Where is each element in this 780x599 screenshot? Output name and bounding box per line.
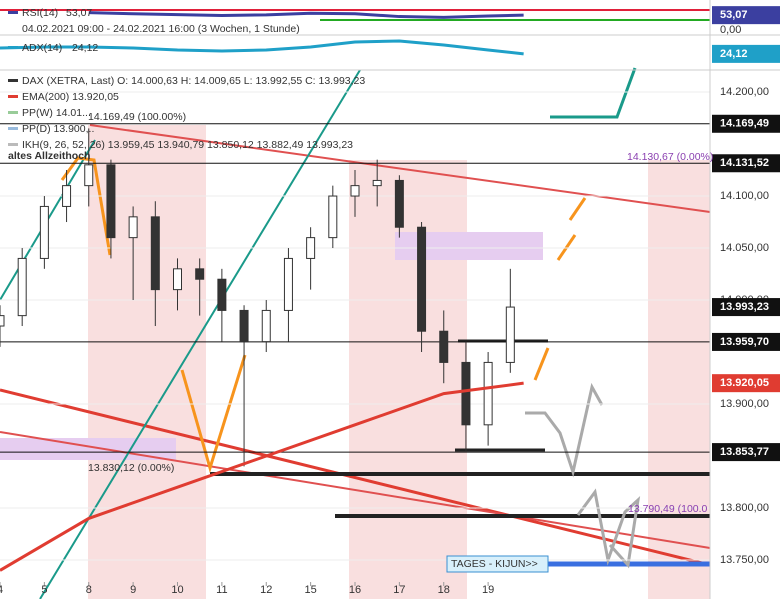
price-tag: [712, 374, 780, 393]
adx-line: [0, 39, 524, 56]
legend-text: ADX(14): [22, 42, 62, 54]
legend-swatch: [8, 79, 18, 82]
price-tag: [712, 114, 780, 133]
candle-body: [350, 185, 360, 197]
x-tick-label: 12: [260, 584, 272, 596]
candle-body: [150, 216, 160, 291]
kijun-box: [446, 555, 549, 573]
annotation: 13.830,12 (0.00%): [88, 462, 174, 474]
price-tag: [712, 6, 780, 25]
candle-body: [283, 257, 293, 311]
legend-text: DAX (XETRA, Last) O: 14.000,63 H: 14.009…: [22, 75, 365, 87]
y-tick-label: 13.900,00: [720, 398, 769, 410]
adx-drawing: [550, 67, 637, 119]
x-tick-label: 11: [216, 584, 227, 596]
legend-swatch: [8, 11, 18, 14]
price-tag-label: 14.131,52: [720, 157, 769, 169]
candle-body: [17, 257, 27, 317]
x-tick-label: 10: [171, 584, 183, 596]
candle-body: [173, 268, 182, 291]
candle-body: [439, 330, 449, 363]
candle-body: [195, 268, 205, 280]
labels: 13.750,0013.800,0013.900,0014.000,0014.0…: [0, 6, 780, 596]
legend-swatch: [8, 127, 18, 130]
plot: [0, 9, 780, 586]
ema-line: [0, 381, 524, 572]
price-tag-label: 53,07: [720, 9, 748, 21]
candle-body: [306, 237, 316, 259]
candle-body: [106, 164, 116, 239]
legend-swatch: [8, 111, 18, 114]
price-tag-label: 24,12: [720, 48, 748, 60]
price-tag-label: 13.853,77: [720, 446, 769, 458]
legend-text: IKH(9, 26, 52, 26) 13.959,45 13.940,79 1…: [22, 139, 353, 151]
y-tick-label: 13.800,00: [720, 502, 769, 514]
drawings: [0, 67, 711, 599]
candle-body: [394, 179, 404, 228]
zone: [349, 160, 467, 599]
candle-body: [128, 216, 138, 239]
candle-body: [84, 164, 94, 187]
price-tag: [712, 154, 780, 173]
annotation: 14.130,67 (0.00%): [627, 151, 713, 163]
trend-line: [89, 124, 711, 213]
trend-line: [0, 388, 711, 567]
candle-body: [328, 195, 338, 239]
legend-text: PP(W) 14.01...: [22, 107, 91, 119]
candle-body: [483, 361, 493, 426]
x-tick-label: 5: [41, 584, 47, 596]
price-tag-label: 13.920,05: [720, 377, 769, 389]
x-tick-label: 15: [305, 584, 317, 596]
x-tick-label: 4: [0, 584, 3, 596]
trend-line: [0, 431, 711, 549]
candle-body: [372, 179, 382, 187]
zone: [648, 160, 710, 599]
legend-value: 24,12: [72, 42, 98, 54]
price-tag: [712, 298, 780, 317]
candle-body: [39, 205, 49, 259]
candle-body: [239, 309, 249, 343]
price-tag: [712, 44, 780, 63]
price-tag: [712, 332, 780, 351]
legend-value: 53,07: [66, 7, 92, 19]
legend-swatch: [8, 95, 18, 98]
candle-body: [62, 185, 72, 207]
candle-body: [461, 361, 471, 426]
x-tick-label: 8: [86, 584, 92, 596]
annotation: 13.790,49 (100.0: [628, 503, 708, 515]
x-tick-label: 17: [393, 584, 405, 596]
header: 04.02.2021 09:00 - 24.02.2021 16:00 (3 W…: [22, 23, 300, 35]
y-tick-label: 14.200,00: [720, 86, 769, 98]
candle-body: [505, 306, 515, 363]
candle-body: [217, 278, 227, 311]
price-tag-label: 13.993,23: [720, 301, 769, 313]
legend-swatch: [8, 46, 18, 49]
rsi-zero-label: 0,00: [720, 24, 741, 36]
price-tag: [712, 443, 780, 462]
candle-body: [417, 226, 427, 332]
x-tick-label: 19: [482, 584, 494, 596]
x-tick-label: 18: [438, 584, 450, 596]
annotation: TAGES - KIJUN>>: [451, 558, 538, 570]
annotation: altes Allzeithoch: [8, 150, 90, 162]
y-tick-label: 14.100,00: [720, 190, 769, 202]
trend-line: [39, 69, 361, 599]
y-tick-label: 13.750,00: [720, 554, 769, 566]
x-tick-label: 16: [349, 584, 361, 596]
candle-body: [261, 309, 271, 343]
price-tag-label: 14.169,49: [720, 118, 769, 130]
legend-text: EMA(200) 13.920,05: [22, 91, 119, 103]
price-tag-label: 13.959,70: [720, 336, 769, 348]
annotation: 14.169,49 (100.00%): [88, 111, 186, 123]
x-tick-label: 9: [130, 584, 136, 596]
candle-body: [0, 315, 5, 327]
rsi-line: [88, 11, 524, 19]
legend-swatch: [8, 143, 18, 146]
y-tick-label: 14.050,00: [720, 242, 769, 254]
legend-text: RSI(14): [22, 7, 58, 19]
legend-text: PP(D) 13.900,..: [22, 123, 94, 135]
